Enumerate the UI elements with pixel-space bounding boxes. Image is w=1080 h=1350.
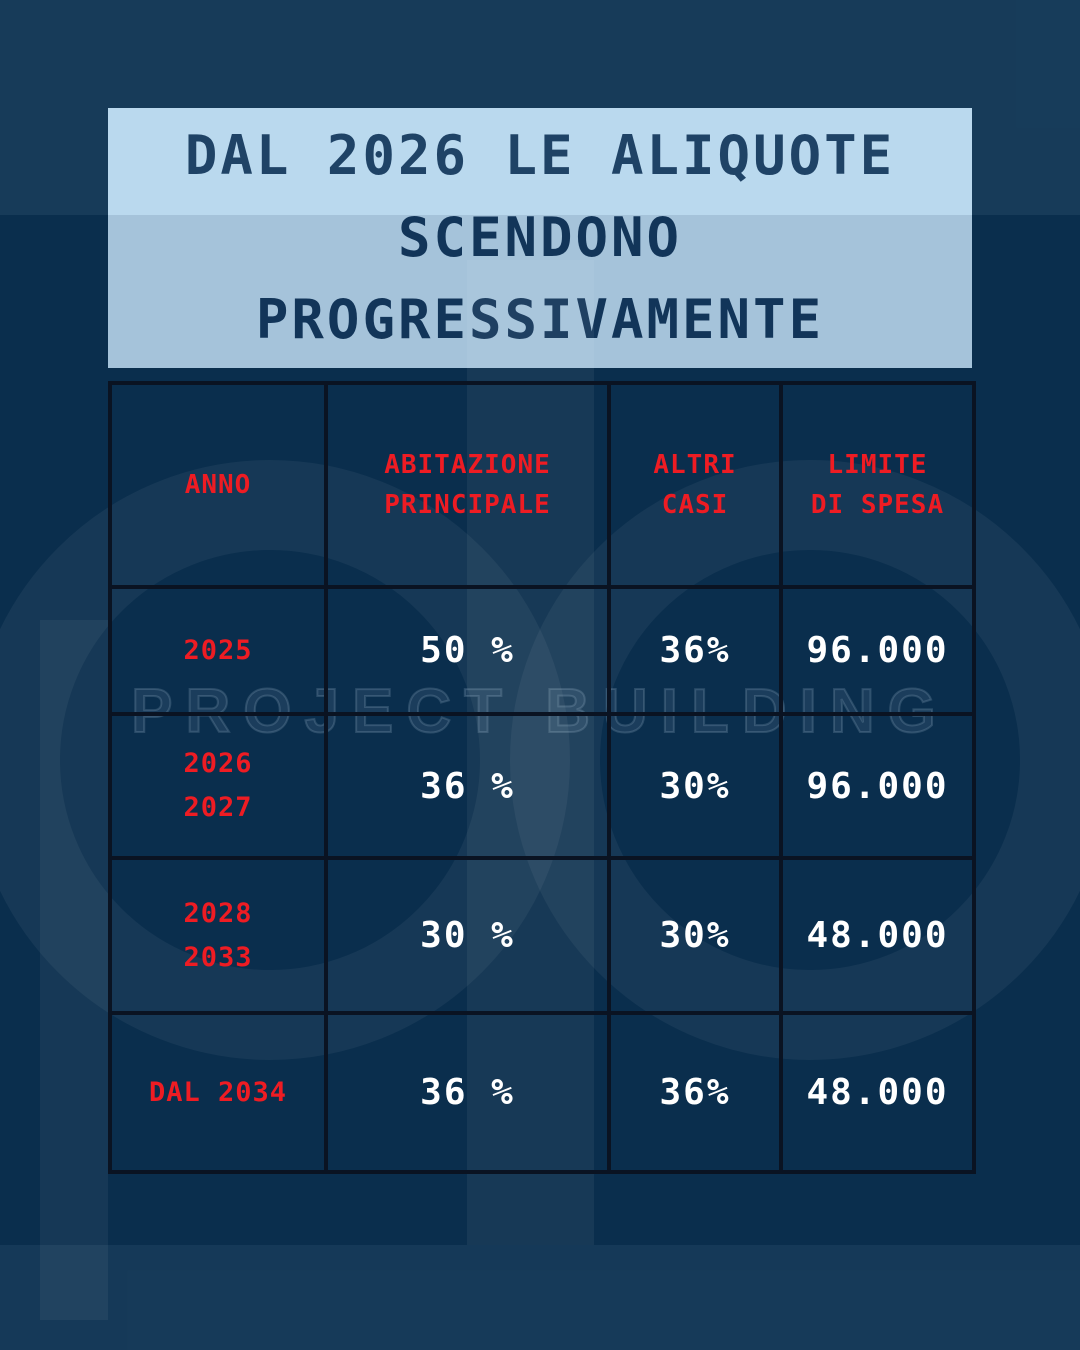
value-cell: 36 % [324,712,611,860]
value-cell: 30 % [324,856,611,1015]
watermark-logo-stem-left [40,620,108,1320]
value-cell: 50 % [324,585,611,716]
value-cell: 36% [607,585,783,716]
aliquote-table-wrap: ANNO ABITAZIONE PRINCIPALE ALTRI CASI LI… [108,381,976,1174]
title-line: SCENDONO [397,206,683,269]
value-cell: 36% [607,1011,783,1174]
value-cell: 48.000 [779,856,976,1015]
year-cell: 2028 2033 [108,856,328,1015]
table-header-row: ANNO ABITAZIONE PRINCIPALE ALTRI CASI LI… [108,381,976,589]
year-cell: 2026 2027 [108,712,328,860]
table-row: DAL 2034 36 % 36% 48.000 [108,1011,976,1174]
title-line: PROGRESSIVAMENTE [255,288,825,351]
table-row: 2025 50 % 36% 96.000 [108,585,976,716]
title-line: DAL 2026 LE ALIQUOTE [184,124,896,187]
page-title: DAL 2026 LE ALIQUOTE SCENDONO PROGRESSIV… [108,108,972,368]
value-cell: 48.000 [779,1011,976,1174]
year-cell: 2025 [108,585,328,716]
table-row: 2026 2027 36 % 30% 96.000 [108,712,976,860]
watermark-band-bottom [0,1245,1080,1350]
column-header-anno: ANNO [108,381,328,589]
column-header-abitazione-principale: ABITAZIONE PRINCIPALE [324,381,611,589]
column-header-limite-di-spesa: LIMITE DI SPESA [779,381,976,589]
aliquote-table: ANNO ABITAZIONE PRINCIPALE ALTRI CASI LI… [108,381,976,1174]
value-cell: 36 % [324,1011,611,1174]
value-cell: 96.000 [779,712,976,860]
column-header-altri-casi: ALTRI CASI [607,381,783,589]
year-cell: DAL 2034 [108,1011,328,1174]
value-cell: 30% [607,856,783,1015]
table-row: 2028 2033 30 % 30% 48.000 [108,856,976,1015]
value-cell: 96.000 [779,585,976,716]
value-cell: 30% [607,712,783,860]
